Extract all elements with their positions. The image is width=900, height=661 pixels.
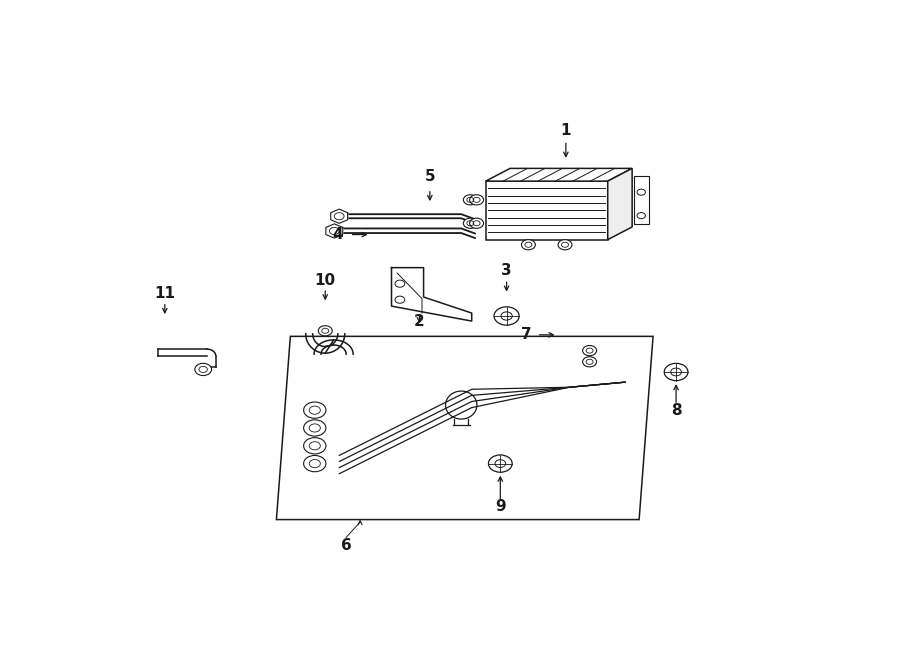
Text: 1: 1 <box>561 123 572 137</box>
Circle shape <box>319 326 332 336</box>
Polygon shape <box>326 224 343 238</box>
Circle shape <box>464 218 477 228</box>
Text: 5: 5 <box>425 169 436 184</box>
Polygon shape <box>392 268 472 321</box>
Text: 4: 4 <box>332 227 343 242</box>
Text: 11: 11 <box>154 286 176 301</box>
Text: 10: 10 <box>315 273 336 288</box>
Circle shape <box>303 455 326 472</box>
Polygon shape <box>486 181 608 240</box>
Text: 2: 2 <box>414 313 425 329</box>
Bar <box>634 176 649 224</box>
Circle shape <box>303 420 326 436</box>
Circle shape <box>558 240 572 250</box>
Circle shape <box>303 438 326 454</box>
Circle shape <box>470 195 483 205</box>
Text: 9: 9 <box>495 499 506 514</box>
Polygon shape <box>330 209 347 223</box>
Circle shape <box>582 357 597 367</box>
Circle shape <box>470 218 483 228</box>
Circle shape <box>464 195 477 205</box>
Text: 3: 3 <box>501 262 512 278</box>
Text: 6: 6 <box>341 537 352 553</box>
Text: 7: 7 <box>521 327 531 342</box>
Text: 8: 8 <box>670 403 681 418</box>
Circle shape <box>521 240 535 250</box>
Circle shape <box>303 402 326 418</box>
Circle shape <box>582 346 597 356</box>
Polygon shape <box>608 169 632 240</box>
Circle shape <box>194 364 212 375</box>
Polygon shape <box>276 336 653 520</box>
Polygon shape <box>486 169 632 181</box>
